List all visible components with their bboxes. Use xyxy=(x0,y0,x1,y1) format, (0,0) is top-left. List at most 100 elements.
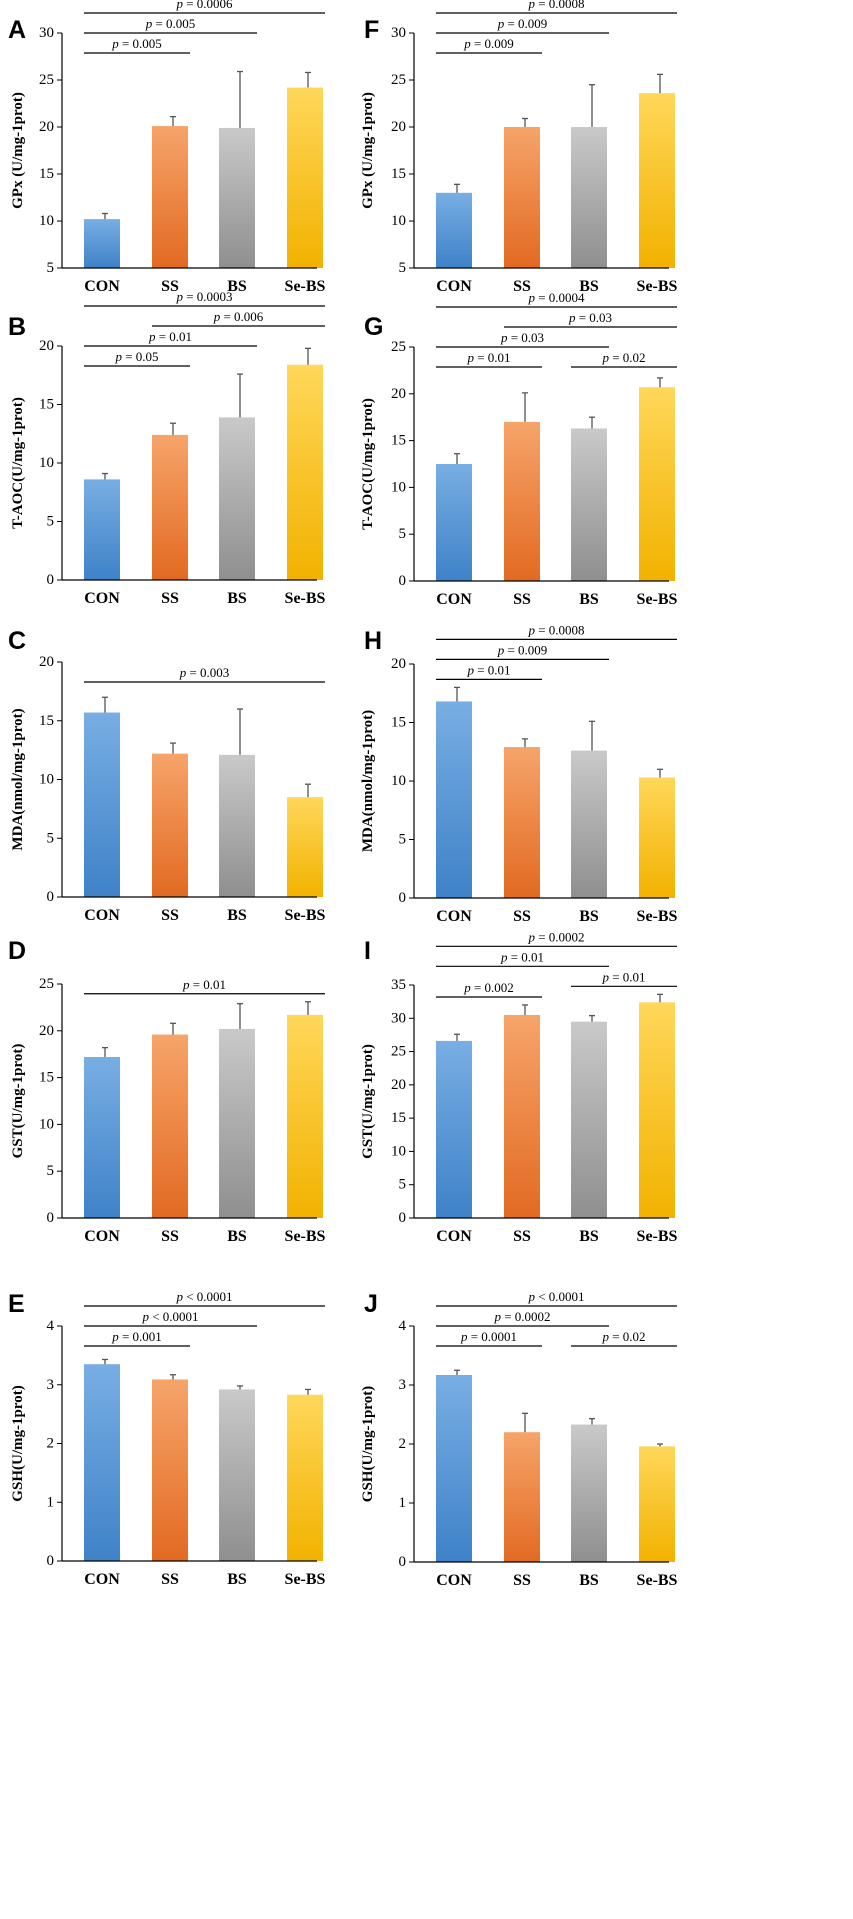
x-tick-label: CON xyxy=(84,1228,120,1245)
y-tick-label: 0 xyxy=(399,573,407,589)
bar-bs xyxy=(571,428,607,581)
y-tick-label: 10 xyxy=(391,479,406,495)
x-tick-label: SS xyxy=(513,278,531,295)
bar-bs xyxy=(571,1021,607,1218)
p-value-label: p = 0.01 xyxy=(148,329,192,344)
y-tick-label: 1 xyxy=(47,1494,55,1510)
x-tick-label: CON xyxy=(84,278,120,295)
bar-bs xyxy=(571,1424,607,1562)
y-tick-label: 20 xyxy=(391,386,406,402)
x-tick-label: CON xyxy=(436,908,472,925)
bar-ss xyxy=(152,434,188,580)
bar-con xyxy=(84,712,120,897)
y-tick-label: 20 xyxy=(39,1023,54,1039)
bar-ss xyxy=(152,1034,188,1218)
x-tick-label: Se-BS xyxy=(637,1572,678,1589)
p-value-label: p = 0.0008 xyxy=(527,0,584,11)
p-value-label: p = 0.0002 xyxy=(493,1309,550,1324)
x-tick-label: Se-BS xyxy=(637,278,678,295)
y-tick-label: 15 xyxy=(39,397,54,413)
y-tick-label: 5 xyxy=(399,1177,407,1193)
x-tick-label: SS xyxy=(513,908,531,925)
x-tick-label: SS xyxy=(513,1572,531,1589)
y-tick-label: 30 xyxy=(39,25,54,41)
x-tick-label: BS xyxy=(227,1228,247,1245)
p-value-label: p = 0.0002 xyxy=(527,929,584,944)
bar-ss xyxy=(504,1014,540,1218)
bar-con xyxy=(84,1057,120,1218)
x-tick-label: SS xyxy=(161,278,179,295)
p-value-label: p = 0.01 xyxy=(182,977,226,992)
y-axis-label: T-AOC(U/mg-1prot) xyxy=(360,398,376,530)
panel-B: B T-AOC(U/mg-1prot) 0 5 10 15 20 CON SS BS Se-BS p … xyxy=(8,289,326,607)
y-tick-label: 0 xyxy=(47,1553,55,1569)
p-value-label: p = 0.03 xyxy=(568,310,612,325)
x-tick-label: CON xyxy=(436,278,472,295)
bar-ss xyxy=(152,1379,188,1561)
panel-E: E GSH(U/mg-1prot) 0 1 2 3 4 CON SS BS Se-BS p = 0.0… xyxy=(8,1289,326,1588)
y-tick-label: 4 xyxy=(399,1318,407,1334)
bar-se-bs xyxy=(287,364,323,580)
panel-label: A xyxy=(8,16,26,44)
x-tick-label: CON xyxy=(436,1228,472,1245)
bar-con xyxy=(84,1364,120,1561)
p-value-label: p = 0.005 xyxy=(111,36,162,51)
p-value-label: p = 0.0004 xyxy=(527,290,585,305)
panel-label: D xyxy=(8,937,26,965)
bar-ss xyxy=(152,753,188,897)
x-tick-label: BS xyxy=(579,908,599,925)
p-value-label: p < 0.0001 xyxy=(527,1289,584,1304)
bar-bs xyxy=(571,750,607,898)
bar-se-bs xyxy=(287,797,323,897)
y-tick-label: 5 xyxy=(399,260,407,276)
y-tick-label: 5 xyxy=(47,514,55,530)
p-value-label: p = 0.01 xyxy=(466,662,510,677)
panel-A: A GPx (U/mg-1prot) 5 10 15 20 25 30 CON SS BS Se-BS… xyxy=(8,0,326,295)
p-value-label: p = 0.009 xyxy=(497,16,548,31)
x-tick-label: BS xyxy=(227,1571,247,1588)
y-tick-label: 5 xyxy=(47,260,55,276)
panel-label: E xyxy=(8,1290,25,1318)
y-tick-label: 3 xyxy=(47,1377,55,1393)
y-tick-label: 20 xyxy=(391,119,406,135)
x-tick-label: Se-BS xyxy=(285,278,326,295)
y-tick-label: 0 xyxy=(399,890,407,906)
y-tick-label: 0 xyxy=(47,1210,55,1226)
y-tick-label: 0 xyxy=(399,1210,407,1226)
y-tick-label: 15 xyxy=(391,433,406,449)
p-value-label: p = 0.001 xyxy=(111,1329,162,1344)
bar-con xyxy=(436,701,472,898)
y-tick-label: 30 xyxy=(391,1010,406,1026)
y-tick-label: 5 xyxy=(47,1163,55,1179)
panel-G: G T-AOC(U/mg-1prot) 0 5 10 15 20 25 CON SS BS Se-BS… xyxy=(360,290,678,608)
bar-se-bs xyxy=(287,1394,323,1561)
y-tick-label: 10 xyxy=(391,1143,406,1159)
p-value-label: p = 0.01 xyxy=(466,350,510,365)
y-tick-label: 25 xyxy=(391,1044,406,1060)
x-tick-label: BS xyxy=(579,591,599,608)
y-tick-label: 15 xyxy=(391,715,406,731)
bar-bs xyxy=(571,127,607,268)
panel-label: H xyxy=(364,627,382,655)
p-value-label: p < 0.0001 xyxy=(175,1289,232,1304)
y-tick-label: 10 xyxy=(39,1116,54,1132)
x-tick-label: CON xyxy=(436,1572,472,1589)
bar-con xyxy=(436,1040,472,1218)
y-axis-label: GSH(U/mg-1prot) xyxy=(360,1386,376,1502)
bar-ss xyxy=(152,126,188,268)
y-tick-label: 1 xyxy=(399,1495,407,1511)
y-tick-label: 2 xyxy=(47,1436,55,1452)
x-tick-label: BS xyxy=(579,1228,599,1245)
x-tick-label: BS xyxy=(227,590,247,607)
x-tick-label: CON xyxy=(436,591,472,608)
p-value-label: p = 0.002 xyxy=(463,980,514,995)
x-tick-label: CON xyxy=(84,1571,120,1588)
y-tick-label: 25 xyxy=(39,976,54,992)
y-tick-label: 5 xyxy=(399,832,407,848)
bar-con xyxy=(436,464,472,581)
y-tick-label: 20 xyxy=(39,119,54,135)
bar-bs xyxy=(219,417,255,580)
y-axis-label: T-AOC(U/mg-1prot) xyxy=(10,397,26,529)
x-tick-label: Se-BS xyxy=(637,908,678,925)
panel-label: G xyxy=(364,313,383,341)
